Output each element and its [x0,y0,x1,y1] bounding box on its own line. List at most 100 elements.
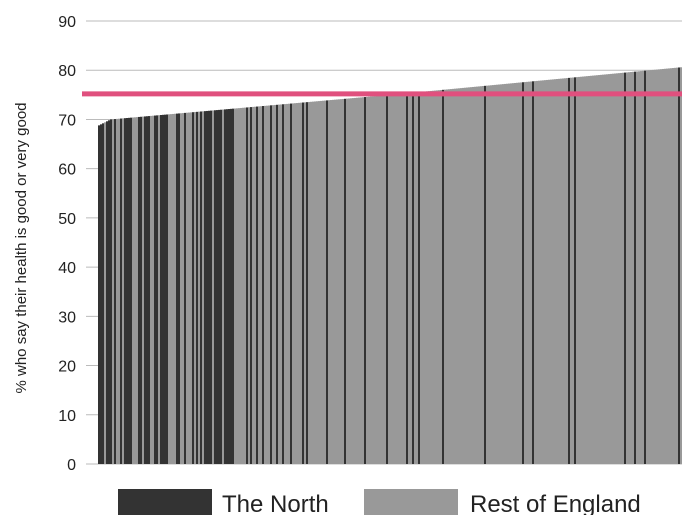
bar-rest-of-england [158,115,161,465]
bar-rest-of-england [264,105,267,464]
bar-rest-of-england [312,101,315,465]
bar-rest-of-england [656,69,659,464]
bar-rest-of-england [296,103,299,464]
bar-the-north [162,114,165,464]
legend-swatch-rest-of-england [364,489,458,515]
bar-rest-of-england [628,72,631,464]
bar-rest-of-england [650,70,653,465]
bar-rest-of-england [540,80,543,464]
legend-swatch-the-north [118,489,212,515]
bar-rest-of-england [530,81,533,464]
bar-rest-of-england [424,91,427,465]
bar-rest-of-england [640,71,643,464]
y-tick-label: 80 [58,63,76,80]
bar-rest-of-england [524,82,527,465]
bar-rest-of-england [314,101,317,464]
bar-the-north [120,118,123,464]
bar-rest-of-england [378,95,381,465]
bar-the-north [634,71,637,464]
bar-rest-of-england [534,81,537,464]
bar-rest-of-england [674,67,677,464]
bar-rest-of-england [318,101,321,464]
bar-rest-of-england [346,98,349,465]
bar-rest-of-england [526,81,529,465]
bar-rest-of-england [554,79,557,464]
bar-rest-of-england [190,112,193,465]
bar-rest-of-england [382,95,385,464]
bar-rest-of-england [462,87,465,465]
bar-rest-of-england [584,76,587,465]
y-tick-label: 10 [58,408,76,425]
bar-rest-of-england [400,93,403,464]
bar-rest-of-england [638,71,641,464]
bar-rest-of-england [310,101,313,464]
bar-rest-of-england [566,78,569,464]
bar-rest-of-england [236,108,239,464]
bar-rest-of-england [258,106,261,465]
bar-the-north [140,116,143,465]
bar-rest-of-england [136,117,139,465]
bar-rest-of-england [118,118,121,465]
bar-rest-of-england [626,72,629,464]
bar-rest-of-england [648,70,651,465]
bar-rest-of-england [506,83,509,464]
bar-rest-of-england [354,97,357,465]
bar-rest-of-england [202,111,205,464]
bar-rest-of-england [516,82,519,465]
bar-rest-of-england [680,67,682,465]
bar-rest-of-england [352,98,355,464]
bar-the-north [262,106,265,465]
bar-rest-of-england [538,80,541,464]
bar-rest-of-england [266,105,269,465]
bar-rest-of-england [244,107,247,465]
bar-rest-of-england [394,94,397,465]
bar-the-north [246,107,249,465]
bar-rest-of-england [116,118,119,464]
bar-the-north [574,77,577,464]
bar-the-north [184,112,187,464]
bar-rest-of-england [376,95,379,464]
bar-rest-of-england [390,94,393,465]
bar-rest-of-england [610,73,613,465]
bar-the-north [124,118,127,465]
bar-rest-of-england [430,90,433,464]
bar-rest-of-england [348,98,351,464]
bar-rest-of-england [652,69,655,465]
bar-rest-of-england [508,83,511,464]
bar-rest-of-england [582,76,585,465]
bar-rest-of-england [274,104,277,465]
bar-rest-of-england [500,84,503,464]
bar-the-north [302,102,305,464]
bar-rest-of-england [338,99,341,464]
y-tick-label: 90 [58,14,76,31]
bar-rest-of-england [654,69,657,464]
bar-rest-of-england [212,110,215,465]
bar-the-north [108,120,111,464]
bar-rest-of-england [486,85,489,465]
bar-the-north [232,108,235,464]
bar-rest-of-england [556,79,559,464]
y-axis-title: % who say their health is good or very g… [13,103,30,394]
bar-rest-of-england [428,91,431,464]
y-tick-label: 20 [58,359,76,376]
bar-the-north [102,123,105,464]
bar-the-north [176,113,179,464]
bar-rest-of-england [414,92,417,464]
y-tick-label: 50 [58,211,76,228]
bar-rest-of-england [620,72,623,464]
bar-rest-of-england [444,89,447,465]
bar-rest-of-england [594,75,597,465]
legend-label-the-north: The North [222,491,329,515]
y-tick-label: 0 [67,457,76,474]
bar-rest-of-england [298,102,301,464]
y-tick-labels: 0 10 20 30 40 50 60 70 80 90 [58,14,76,474]
bar-rest-of-england [528,81,531,465]
y-tick-label: 30 [58,309,76,326]
bar-rest-of-england [632,71,635,464]
bar-the-north [418,92,421,464]
bar-rest-of-england [300,102,303,465]
bar-rest-of-england [222,109,225,465]
bar-rest-of-england [562,78,565,464]
bar-rest-of-england [664,68,667,464]
bar-rest-of-england [294,103,297,464]
